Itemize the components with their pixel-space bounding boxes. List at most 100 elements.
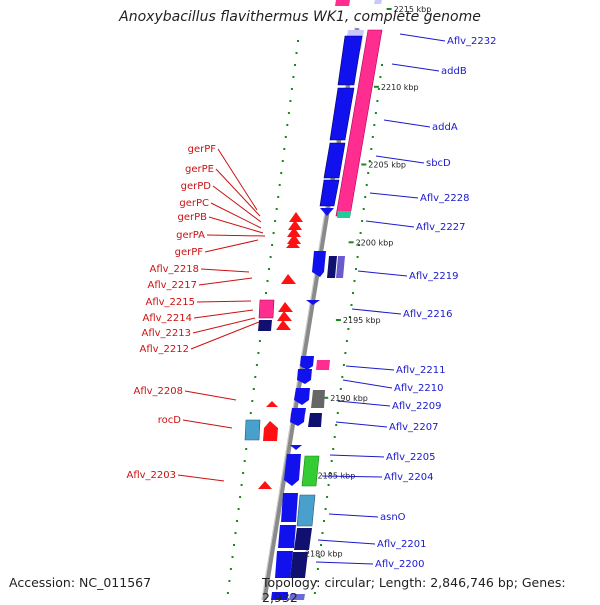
tick-dot	[364, 196, 367, 198]
gene-label-text: Aflv_2201	[377, 539, 427, 550]
gene-label-gerpf-6[interactable]: gerPF	[175, 239, 259, 258]
gene-label-gerpd-2[interactable]: gerPD	[181, 181, 262, 223]
tick-dot	[289, 100, 292, 102]
gene-label-aflv-2228-4[interactable]: Aflv_2228	[369, 192, 470, 204]
scale-label-2180: 2180 kbp	[305, 549, 343, 558]
gene-label-text: Aflv_2203	[126, 470, 176, 481]
gene-label-text: Aflv_2232	[447, 36, 497, 47]
tick-dot	[327, 484, 330, 486]
gene-label-aflv-2216-7[interactable]: Aflv_2216	[351, 308, 453, 320]
tick-dot	[297, 40, 299, 42]
gene-label-text: gerPF	[175, 247, 204, 258]
gene-label-text: Aflv_2227	[416, 222, 466, 233]
tick-dot	[332, 448, 335, 450]
gene-label-gerpb-4[interactable]: gerPB	[177, 212, 264, 234]
tick-dot	[236, 520, 238, 522]
gene-label-rocd-14[interactable]: rocD	[158, 415, 233, 429]
gene-label-text: Aflv_2219	[409, 271, 459, 282]
gene-aflv-2208[interactable]	[266, 401, 278, 407]
gene-label-aflv-2201-15[interactable]: Aflv_2201	[317, 539, 427, 550]
gene-label-aflv-2227-5[interactable]: Aflv_2227	[365, 220, 466, 233]
tick-dot	[356, 256, 359, 258]
gene-label-aflv-2232-0[interactable]: Aflv_2232	[399, 33, 497, 47]
gene-label-aflv-2209-10[interactable]: Aflv_2209	[337, 400, 442, 412]
tick-dot	[240, 484, 243, 486]
gene-label-aflv-2214-10[interactable]: Aflv_2214	[142, 309, 254, 324]
gene-aflv-2232-addB-block[interactable]	[319, 30, 364, 216]
tick-dot	[284, 136, 287, 138]
gene-label-text: addA	[432, 122, 458, 133]
tick-dot	[313, 592, 316, 594]
tick-dot	[339, 388, 342, 390]
gene-label-aflv-2203-15[interactable]: Aflv_2203	[126, 470, 225, 482]
gene-aflv-2211-2205[interactable]	[290, 356, 330, 450]
tick-dot	[275, 208, 278, 210]
tick-dot	[249, 412, 252, 414]
tick-dot	[321, 532, 324, 534]
tick-dot	[373, 124, 376, 126]
tick-dot	[376, 100, 379, 102]
gene-label-aflv-2207-11[interactable]: Aflv_2207	[335, 421, 439, 433]
gene-label-aflv-2219-6[interactable]: Aflv_2219	[357, 270, 459, 282]
gene-gerP-cluster[interactable]	[286, 212, 303, 248]
gene-label-aflv-2210-9[interactable]: Aflv_2210	[342, 379, 444, 394]
tick-dot	[359, 232, 362, 234]
gene-aflv-2203[interactable]	[258, 481, 272, 489]
tick-dot	[336, 412, 339, 414]
gene-label-gerpa-5[interactable]: gerPA	[176, 230, 266, 241]
gene-label-text: gerPD	[181, 181, 212, 192]
gene-aflv-2204[interactable]	[284, 454, 320, 487]
tick-dot	[362, 208, 365, 210]
gene-label-text: gerPB	[177, 212, 207, 223]
gene-label-gerpf-0[interactable]: gerPF	[188, 144, 258, 211]
tick-dot	[287, 112, 290, 114]
scale-dash	[361, 163, 367, 166]
gene-label-sbcd-3[interactable]: sbcD	[375, 155, 451, 169]
gene-label-aflv-2208-13[interactable]: Aflv_2208	[133, 386, 237, 401]
tick-dot	[320, 544, 322, 546]
gene-addA-pink-block[interactable]	[335, 0, 383, 218]
gene-label-addb-1[interactable]: addB	[391, 63, 467, 77]
tick-dot	[229, 568, 232, 570]
topology-text: Topology: circular; Length: 2,846,746 bp…	[262, 575, 566, 605]
gene-label-text: sbcD	[426, 158, 451, 169]
tick-dot	[374, 112, 377, 114]
gene-label-aflv-2213-11[interactable]: Aflv_2213	[141, 317, 256, 339]
tick-dot	[326, 496, 329, 498]
tick-dot	[379, 76, 382, 78]
gene-label-gerpe-1[interactable]: gerPE	[185, 164, 261, 217]
gene-label-aflv-2200-16[interactable]: Aflv_2200	[315, 559, 425, 570]
tick-dot	[239, 496, 242, 498]
gene-label-aflv-2215-9[interactable]: Aflv_2215	[145, 297, 252, 308]
tick-dot	[324, 508, 327, 510]
tick-dot	[292, 76, 295, 78]
gene-aflv-2219[interactable]	[312, 251, 345, 278]
gene-label-adda-2[interactable]: addA	[383, 119, 458, 133]
tick-dot	[243, 460, 246, 462]
gene-label-asno-14[interactable]: asnO	[328, 512, 406, 523]
gene-label-text: gerPA	[176, 230, 205, 241]
gene-label-aflv-2217-8[interactable]: Aflv_2217	[147, 277, 253, 291]
tick-dot	[228, 580, 231, 582]
tick-dot	[255, 364, 258, 366]
gene-label-aflv-2211-8[interactable]: Aflv_2211	[345, 365, 446, 376]
tick-dot	[329, 472, 332, 474]
tick-dot	[347, 328, 350, 330]
gene-aflv-2216[interactable]	[306, 300, 320, 305]
gene-label-aflv-2204-13[interactable]: Aflv_2204	[321, 472, 434, 483]
gene-asnO-2200-block[interactable]	[271, 493, 316, 600]
gene-label-aflv-2205-12[interactable]: Aflv_2205	[329, 452, 436, 463]
map-title: Anoxybacillus flavithermus WK1, complete…	[119, 9, 481, 25]
gene-aflv-2218-2212[interactable]	[258, 274, 296, 331]
gene-rocD[interactable]	[244, 419, 278, 441]
gene-label-aflv-2218-7[interactable]: Aflv_2218	[149, 264, 250, 275]
tick-dot	[234, 532, 237, 534]
tick-dot	[381, 64, 383, 66]
gene-label-gerpc-3[interactable]: gerPC	[179, 198, 262, 229]
tick-dot	[355, 268, 357, 270]
gene-label-text: addB	[441, 66, 467, 77]
tick-dot	[269, 256, 272, 258]
left-gene-labels: gerPF gerPE gerPD gerPC gerPB gerPA gerPF Aflv_…	[126, 144, 266, 482]
gene-label-aflv-2212-12[interactable]: Aflv_2212	[139, 321, 260, 355]
